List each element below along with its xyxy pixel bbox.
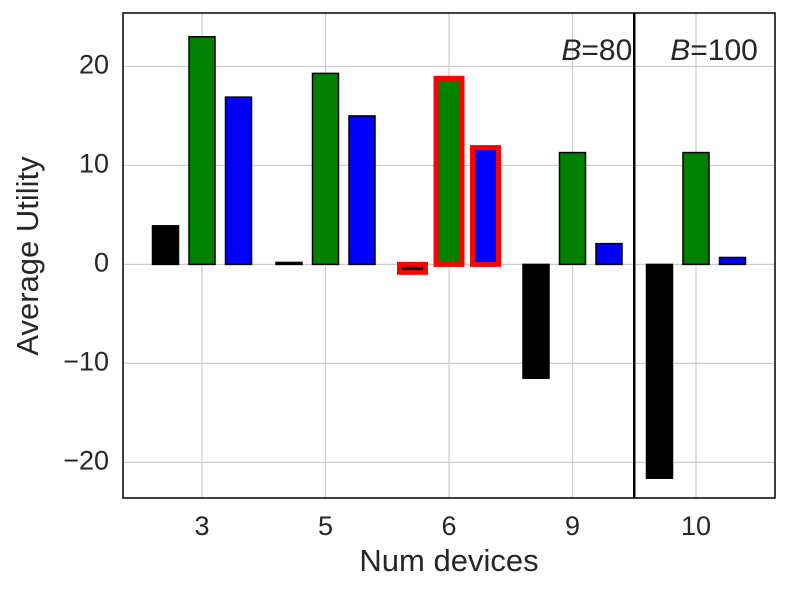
x-axis-label: Num devices (359, 543, 538, 578)
x-tick-label: 6 (441, 511, 456, 541)
bar (311, 72, 340, 266)
bar (682, 151, 710, 266)
bar (558, 151, 587, 266)
annotation: B=100 (670, 34, 758, 67)
y-tick-label: −20 (63, 445, 109, 475)
bar (151, 225, 180, 266)
x-tick-label: 5 (318, 511, 333, 541)
y-tick-label: −10 (63, 347, 109, 377)
y-tick-label: 0 (94, 248, 109, 278)
bar (188, 36, 216, 266)
x-tick-label: 10 (681, 511, 711, 541)
bar (433, 75, 465, 267)
x-tick-label: 3 (194, 511, 209, 541)
bar (595, 242, 623, 266)
y-axis-label: Average Utility (10, 156, 45, 356)
y-tick-label: 20 (79, 50, 109, 80)
y-tick-label: 10 (79, 149, 109, 179)
bar (397, 261, 428, 275)
annotation: B=80 (561, 34, 632, 67)
x-tick-label: 9 (565, 511, 580, 541)
plot-frame (122, 12, 776, 499)
bar (718, 256, 747, 266)
bar (224, 96, 253, 266)
bar (275, 261, 303, 266)
bar (522, 263, 550, 379)
bar (470, 145, 501, 267)
bar (348, 115, 376, 266)
bar (645, 263, 674, 479)
